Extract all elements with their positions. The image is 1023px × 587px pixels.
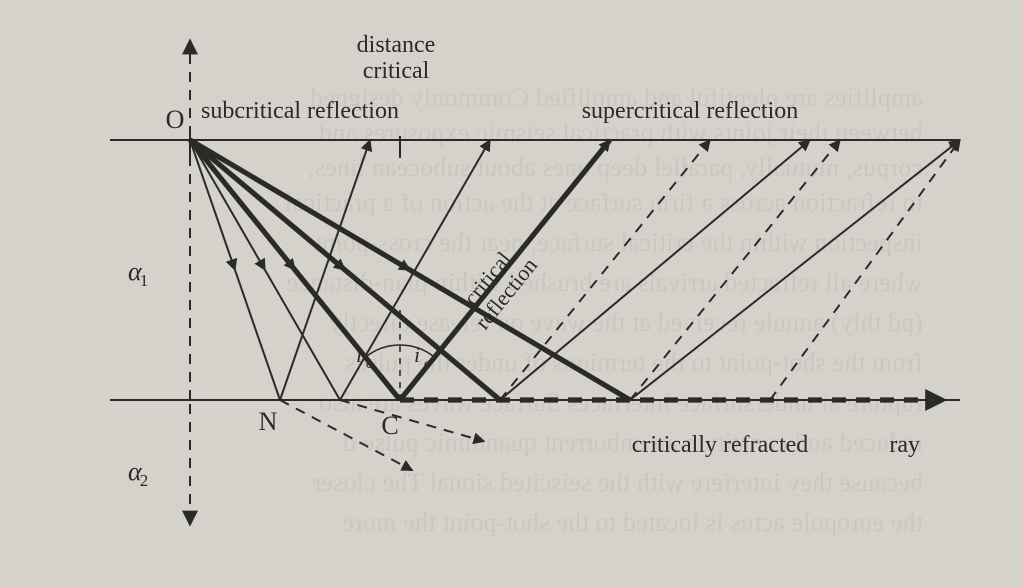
label-supercritical: supercritical reflection (582, 98, 799, 124)
svg-text:1: 1 (140, 271, 149, 290)
label-ray: ray (889, 432, 920, 458)
svg-text:i: i (414, 342, 420, 367)
incident-ray-arrow (190, 140, 295, 270)
svg-text:2: 2 (140, 471, 149, 490)
label-O: O (166, 105, 185, 134)
label-critical-word: critical (363, 58, 430, 84)
label-alpha1: α1 (128, 257, 148, 290)
head-wave-ray (770, 140, 960, 400)
super-reflection-ray (630, 140, 960, 400)
label-alpha2: α2 (128, 457, 148, 490)
label-ic-right: ic (414, 342, 430, 372)
label-distance-word: distance (357, 32, 436, 58)
label-N: N (259, 407, 278, 436)
super-reflection-ray (500, 140, 810, 400)
label-critically-refracted: critically refracted (632, 432, 809, 458)
svg-text:c: c (366, 357, 372, 372)
label-subcritical: subcritical reflection (201, 98, 399, 124)
label-C: C (381, 411, 398, 440)
svg-text:i: i (356, 342, 362, 367)
incident-ray-arrow (190, 140, 410, 270)
diagram-svg: ONCα1α2icicsubcritical reflectionsupercr… (0, 0, 1023, 587)
svg-text:c: c (424, 357, 430, 372)
transmitted-ray (340, 400, 484, 441)
head-wave-ray (630, 140, 840, 400)
